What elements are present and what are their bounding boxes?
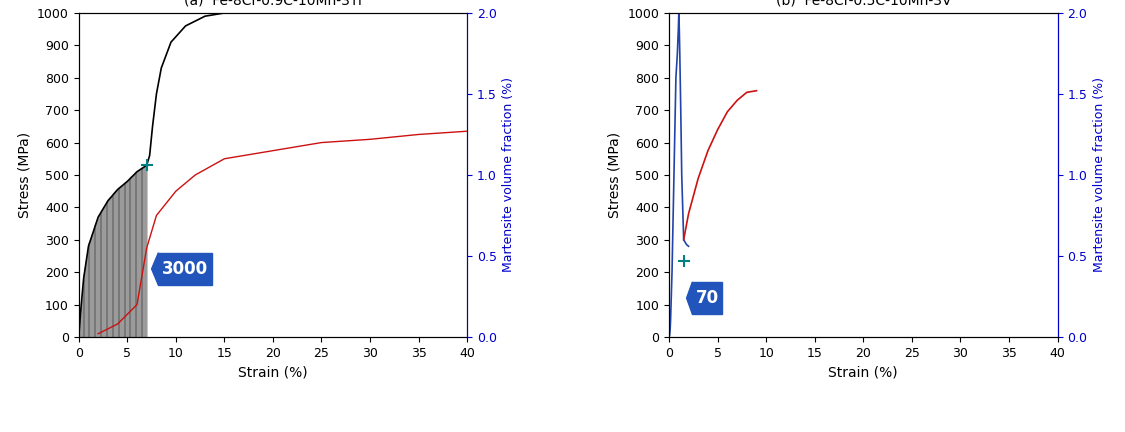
Y-axis label: Martensite volume fraction (%): Martensite volume fraction (%) — [1092, 77, 1106, 273]
FancyBboxPatch shape — [692, 282, 721, 314]
X-axis label: Strain (%): Strain (%) — [238, 365, 308, 379]
Polygon shape — [152, 253, 159, 285]
FancyBboxPatch shape — [159, 253, 212, 285]
Title: (a)  Fe-8Cr-0.9C-10Mn-3Ti: (a) Fe-8Cr-0.9C-10Mn-3Ti — [184, 0, 362, 8]
Y-axis label: Stress (MPa): Stress (MPa) — [18, 132, 32, 218]
Text: 3000: 3000 — [162, 260, 208, 278]
Y-axis label: Stress (MPa): Stress (MPa) — [608, 132, 622, 218]
Polygon shape — [686, 282, 692, 314]
X-axis label: Strain (%): Strain (%) — [828, 365, 898, 379]
Text: 70: 70 — [695, 289, 719, 307]
Y-axis label: Martensite volume fraction (%): Martensite volume fraction (%) — [503, 77, 515, 273]
Title: (b)  Fe-8Cr-0.5C-10Mn-3V: (b) Fe-8Cr-0.5C-10Mn-3V — [775, 0, 951, 8]
